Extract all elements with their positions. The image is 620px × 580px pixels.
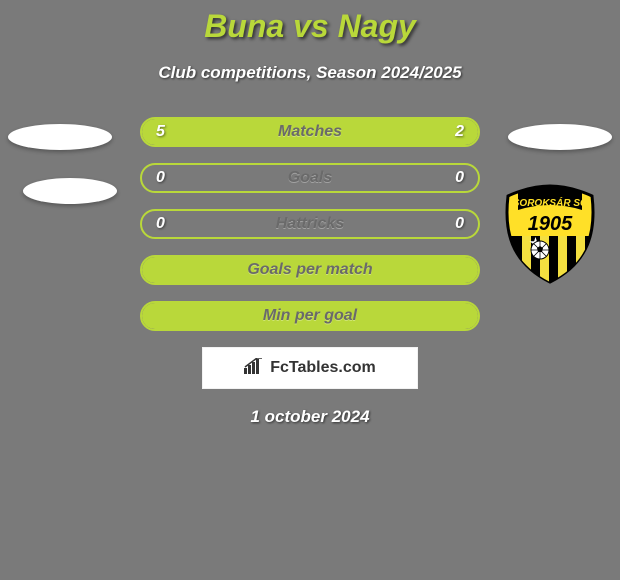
date-label: 1 october 2024 [0,407,620,427]
stat-label: Hattricks [142,215,478,233]
stat-label: Goals per match [142,261,478,279]
fctables-label: FcTables.com [270,359,376,377]
stat-bar: Goals0 0 [140,163,480,193]
stat-label: Goals [142,169,478,187]
stats-container: Matches52Goals00Hattricks00Goals per mat… [0,117,620,331]
stat-value-right: 2 [455,123,464,141]
stat-bar: Goals per match [140,255,480,285]
stat-bar: Matches5 2 [140,117,480,147]
subtitle: Club competitions, Season 2024/2025 [0,63,620,83]
stat-row: Min per goal [0,301,620,331]
stat-bar: Hattricks0 0 [140,209,480,239]
stat-value-left: 0 [156,169,165,187]
stat-value-right: 0 [455,169,464,187]
stat-label: Matches [142,123,478,141]
bar-chart-icon [244,358,264,379]
stat-row: Matches5 2 [0,117,620,147]
stat-label: Min per goal [142,307,478,325]
stat-row: Goals0 0 [0,163,620,193]
stat-value-left: 0 [156,215,165,233]
stat-value-left: 5 [156,123,165,141]
stat-value-right: 0 [455,215,464,233]
svg-text:SOROKSÁR SC: SOROKSÁR SC [513,196,588,209]
stat-row: Hattricks0 0 [0,209,620,239]
stat-bar: Min per goal [140,301,480,331]
fctables-watermark: FcTables.com [202,347,418,389]
stat-row: Goals per match [0,255,620,285]
page-title: Buna vs Nagy [0,0,620,45]
